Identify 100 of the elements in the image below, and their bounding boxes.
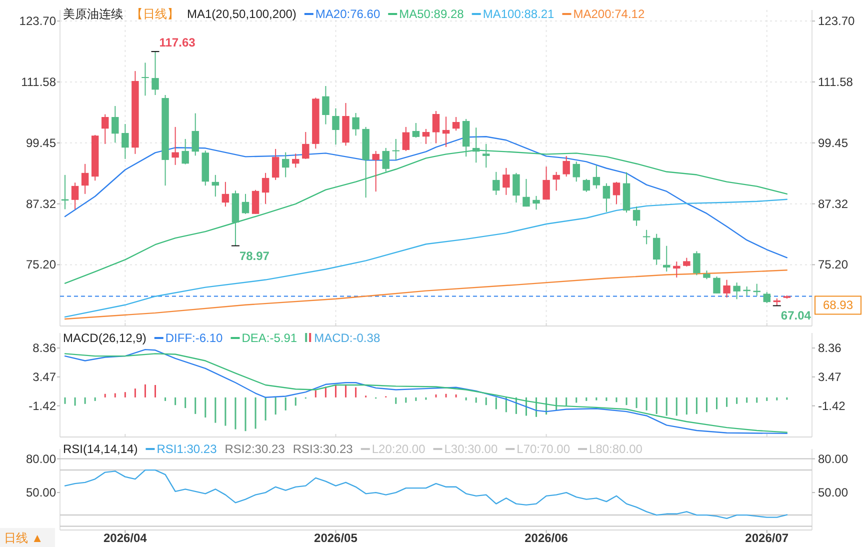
candlestick (352, 112, 360, 136)
candlestick (252, 189, 260, 214)
candlestick (552, 171, 560, 192)
y2-tick-label: 75.20 (818, 258, 848, 272)
y2-tick-label: 8.36 (818, 341, 842, 356)
candlestick (432, 110, 440, 144)
y-tick-label: -1.42 (28, 398, 56, 413)
candlestick (693, 250, 700, 276)
candlestick (112, 106, 119, 144)
candlestick (322, 86, 330, 125)
legend-label: L70:70.00 (516, 442, 570, 456)
candlestick (612, 181, 620, 205)
candlestick (392, 138, 400, 160)
chart-title: MACD(26,12,9) (63, 331, 146, 345)
candlestick (562, 155, 570, 178)
candlestick (422, 128, 430, 144)
candlestick (592, 165, 600, 190)
candlestick (262, 172, 270, 204)
candlestick (632, 206, 640, 226)
candlestick (542, 166, 550, 200)
chart-title: 美原油连续 (63, 7, 123, 21)
annotation: RSI2:30.23 (224, 442, 286, 456)
candlestick (152, 51, 159, 96)
y-tick-label: 75.20 (26, 258, 56, 272)
y2-tick-label: 111.58 (818, 74, 854, 89)
candlestick (452, 116, 460, 132)
y-tick-label: 123.70 (19, 14, 56, 28)
candlestick (242, 193, 250, 214)
candlestick (222, 181, 230, 208)
candlestick (282, 152, 290, 178)
y-tick-label: 111.58 (21, 74, 56, 89)
legend-label: MACD:-0.38 (314, 331, 380, 345)
annotation: 78.97 (239, 248, 270, 263)
ref-line-label: 68.93 (822, 298, 854, 312)
candlestick (212, 174, 220, 198)
y-tick-label: 99.45 (26, 136, 56, 150)
legend-label: MA200:74.12 (573, 7, 645, 21)
candlestick (102, 114, 109, 144)
y-tick-label: 3.47 (32, 370, 56, 384)
candlestick (572, 161, 580, 182)
x-tick-label: 2026/06 (524, 531, 568, 545)
y-tick-label: 87.32 (26, 196, 56, 211)
legend-label: MA100:88.21 (482, 7, 555, 21)
legend-title: MA1(20,50,100,200) (187, 7, 296, 21)
candlestick (673, 261, 680, 278)
candlestick (522, 178, 530, 208)
candlestick (733, 282, 740, 300)
candlestick (332, 108, 340, 146)
legend-label: MA20:76.60 (315, 7, 380, 21)
candlestick (582, 178, 590, 192)
y2-tick-label: 123.70 (818, 14, 856, 28)
candlestick (122, 123, 129, 160)
candlestick (642, 229, 650, 245)
x-tick-label: 2026/04 (103, 531, 148, 545)
y-tick-label: 50.00 (26, 486, 56, 500)
candlestick (723, 279, 730, 298)
candlestick (71, 182, 79, 210)
candlestick (652, 233, 660, 266)
candlestick (713, 276, 720, 294)
x-tick-label: 2026/07 (745, 531, 789, 545)
annotation: 117.63 (159, 36, 196, 50)
candlestick (292, 153, 300, 168)
y2-tick-label: 99.45 (818, 136, 848, 150)
text: 日线 ▲ (4, 531, 44, 545)
legend-label: MA50:89.28 (399, 7, 464, 21)
candlestick (412, 122, 420, 138)
ref-line-label: L80:80.00 (589, 442, 643, 456)
chart-title: RSI(14,14,14) (63, 442, 138, 456)
candlestick (382, 147, 390, 172)
candlestick (502, 167, 510, 196)
candlestick (482, 143, 490, 168)
candlestick (372, 150, 380, 192)
y2-tick-label: 3.47 (818, 370, 842, 384)
candlestick (272, 148, 280, 180)
candlestick (142, 62, 149, 96)
line-series (64, 469, 788, 520)
candlestick (512, 172, 520, 204)
candlestick (492, 171, 500, 196)
y2-tick-label: 50.00 (818, 486, 848, 500)
candlestick (182, 138, 189, 165)
x-tick-label: 2026/05 (314, 531, 358, 545)
candlestick (61, 174, 69, 210)
line-series (64, 136, 788, 258)
y-tick-label: 8.36 (32, 341, 56, 356)
candlestick (442, 116, 450, 148)
candlestick (192, 112, 199, 156)
candlestick (172, 126, 179, 166)
annotation: 67.04 (780, 308, 812, 323)
legend-label: L30:30.00 (444, 442, 498, 456)
y2-tick-label: 87.32 (818, 196, 848, 211)
candlestick (402, 126, 410, 152)
legend-label: L20:20.00 (372, 442, 426, 456)
candlestick (663, 245, 670, 272)
chart-subtitle: 【日线】 (131, 7, 179, 21)
candlestick (532, 195, 540, 210)
annotation: RSI3:30.23 (292, 442, 354, 456)
candlestick (81, 163, 89, 194)
y2-tick-label: -1.42 (818, 398, 846, 413)
y-tick-label: 80.00 (26, 452, 56, 466)
y2-tick-label: 80.00 (818, 452, 848, 466)
